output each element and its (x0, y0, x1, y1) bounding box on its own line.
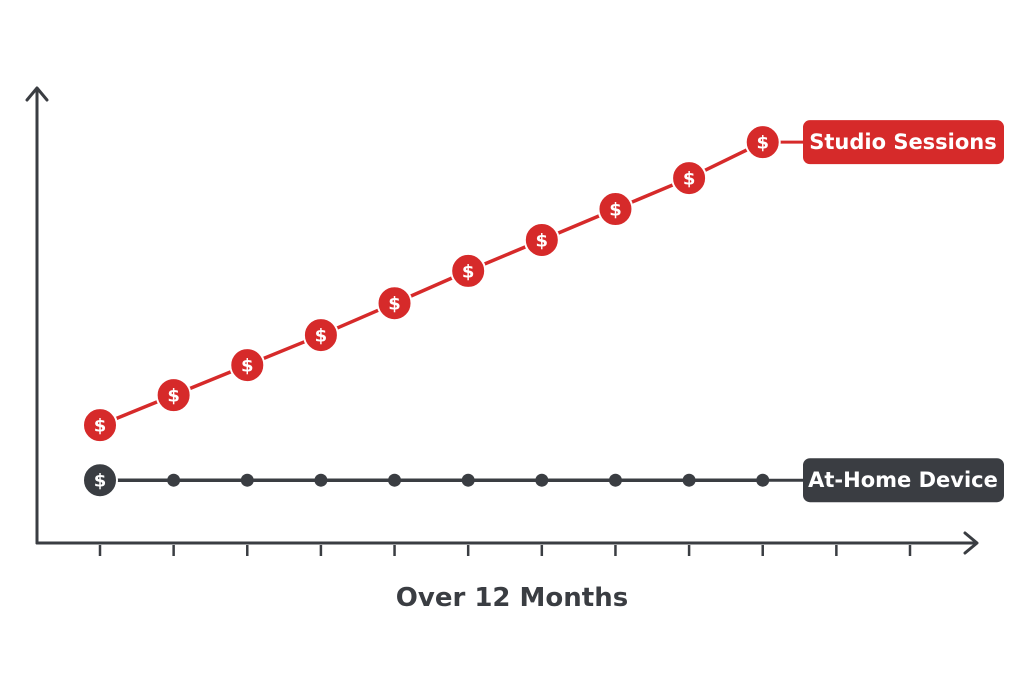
marker-symbol: $ (94, 416, 107, 437)
dollar-marker (523, 221, 560, 258)
point-marker (167, 473, 181, 487)
point-marker (608, 473, 622, 487)
point-marker (314, 473, 328, 487)
dollar-marker (597, 191, 634, 228)
marker-symbol: $ (462, 261, 475, 282)
x-axis-title: Over 12 Months (396, 583, 628, 613)
dollar-marker (450, 252, 487, 289)
dollar-marker (302, 317, 339, 354)
dollar-marker (229, 347, 266, 384)
dollar-marker (82, 462, 118, 499)
dollar-marker (82, 407, 118, 444)
marker-symbol: $ (683, 169, 696, 190)
marker-symbol: $ (536, 230, 549, 251)
series-label-box (803, 458, 1004, 503)
marker-symbol: $ (388, 294, 401, 315)
marker-symbol: $ (315, 326, 328, 347)
dollar-marker (744, 124, 781, 161)
point-marker (682, 473, 696, 487)
dollar-marker (376, 285, 413, 322)
point-marker (756, 473, 770, 487)
series-label-box (803, 120, 1004, 165)
marker-symbol: $ (756, 133, 769, 154)
marker-symbol: $ (94, 471, 107, 492)
axes (25, 86, 979, 555)
point-marker (461, 473, 475, 487)
point-marker (535, 473, 549, 487)
series-line (99, 140, 764, 427)
marker-symbol: $ (609, 200, 622, 221)
point-marker (240, 473, 254, 487)
marker-symbol: $ (167, 386, 180, 407)
point-marker (388, 473, 402, 487)
legend-label: Studio Sessions (809, 130, 997, 154)
legend-label: At-Home Device (808, 468, 998, 492)
dollar-marker (155, 377, 192, 414)
marker-symbol: $ (241, 356, 254, 377)
x-axis-arrow (963, 531, 979, 555)
dollar-marker (671, 160, 708, 197)
y-axis-arrow (25, 86, 49, 102)
